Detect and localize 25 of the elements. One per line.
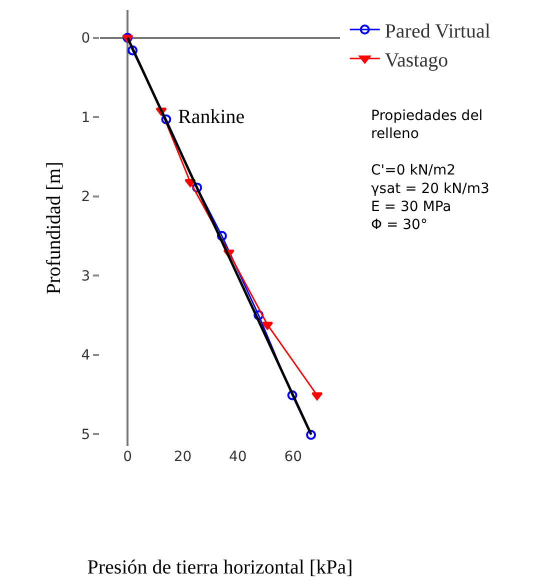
- y-tick-label: 1: [81, 110, 90, 126]
- y-tick-label: 0: [81, 30, 90, 47]
- text: Propiedades del relleno C'=0 kN/m2 γsat = 20 kN/m3 E = 30 MPa Φ = 30°: [371, 108, 490, 234]
- point: [128, 45, 138, 56]
- x-tick-label: 20: [174, 449, 192, 465]
- annotation: Rankine: [178, 106, 245, 128]
- x-tick-label: 0: [123, 449, 132, 465]
- legend-label: Vastago: [384, 49, 448, 72]
- point: [192, 182, 202, 193]
- x-axis-title: Presión de tierra horizontal [kPa]: [87, 556, 353, 578]
- y-tick-label: 5: [81, 427, 90, 444]
- point: [161, 114, 172, 124]
- x-tick-label: 40: [229, 449, 247, 465]
- point: [311, 392, 323, 400]
- point: [306, 430, 316, 440]
- y-tick-label: 2: [81, 189, 90, 206]
- y-tick-label: 4: [81, 348, 90, 364]
- point: [262, 322, 274, 330]
- point: [254, 310, 264, 320]
- x-tick-label: 60: [284, 449, 302, 465]
- y-tick-label: 3: [81, 268, 90, 284]
- point: [216, 230, 227, 241]
- y-axis-title: Profundidad [m]: [42, 162, 65, 294]
- legend-label: Pared Virtual: [384, 20, 491, 42]
- point: [287, 390, 298, 400]
